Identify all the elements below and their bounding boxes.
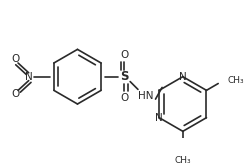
Text: O: O	[120, 50, 128, 60]
Text: N: N	[25, 72, 33, 82]
Text: N: N	[179, 72, 187, 82]
Text: HN: HN	[138, 91, 154, 101]
Text: CH₃: CH₃	[174, 156, 191, 165]
Text: N: N	[155, 113, 163, 123]
Text: CH₃: CH₃	[228, 76, 245, 85]
Text: O: O	[120, 93, 128, 103]
Text: S: S	[120, 70, 129, 83]
Text: O: O	[11, 54, 19, 64]
Text: O: O	[11, 89, 19, 99]
